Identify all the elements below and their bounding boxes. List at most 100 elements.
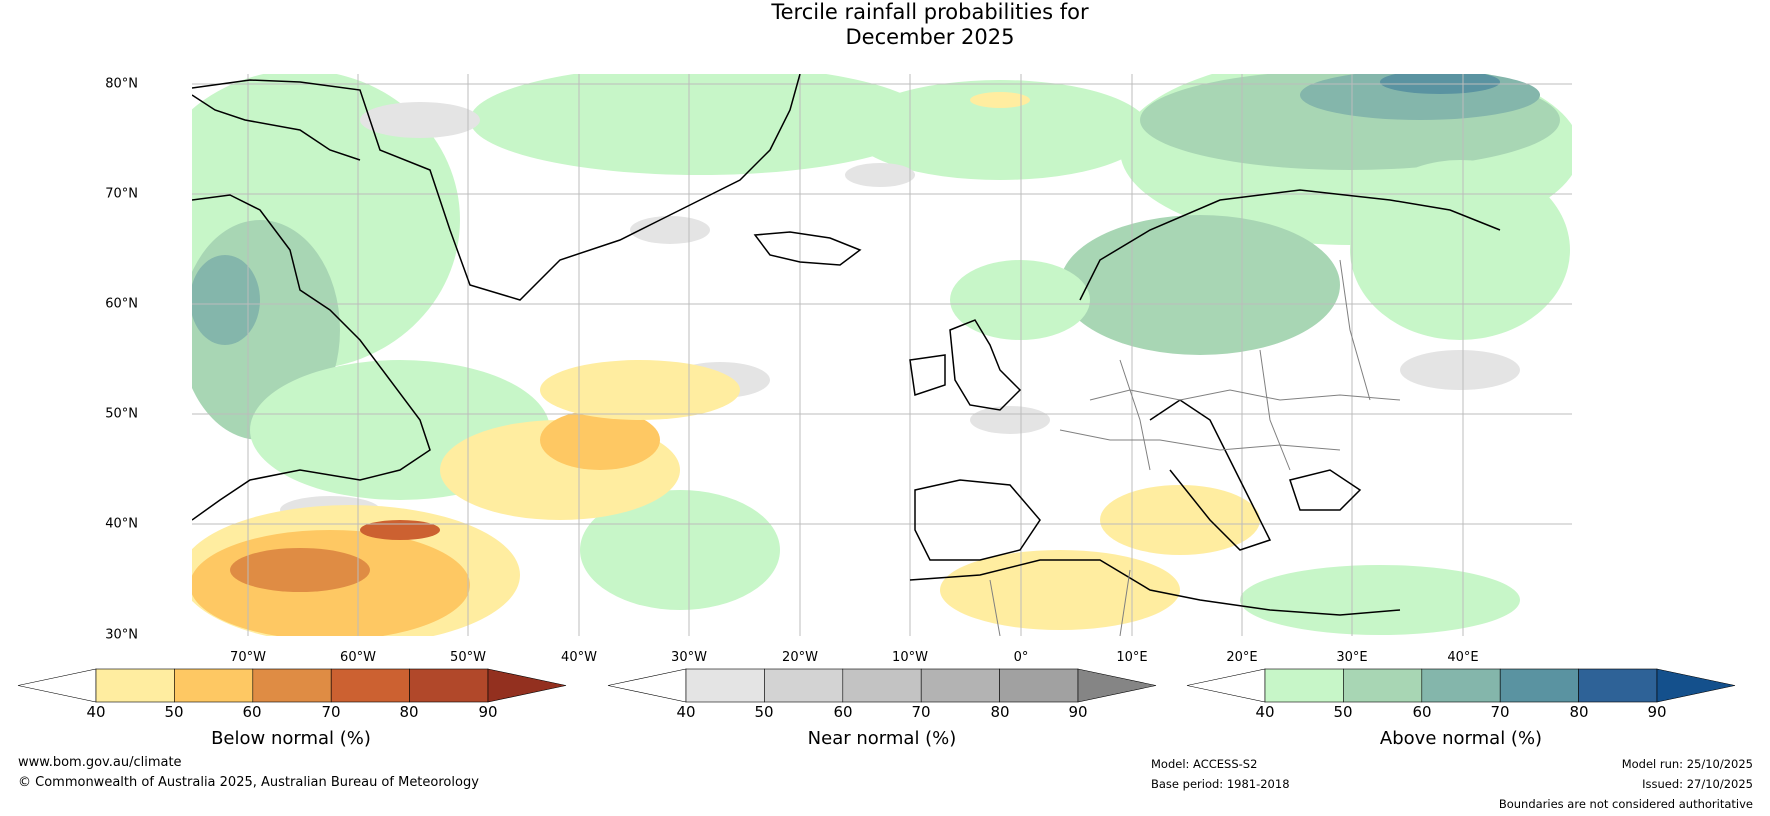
lon-label-60w: 60°W [340, 650, 376, 665]
coast-italy [1149, 399, 1272, 551]
near-tick-40: 40 [676, 703, 696, 721]
above-tick-50: 50 [1333, 703, 1353, 721]
coast-norway [1079, 189, 1501, 301]
region-nearnormal-3 [1400, 350, 1520, 390]
below-colorbar-segment [330, 668, 410, 703]
above-colorbar-segment [1578, 668, 1658, 703]
model-run-text: Model run: 25/10/2025 [1621, 757, 1753, 771]
region-midatlantic-below-2 [540, 410, 660, 470]
region-northafrica-below [940, 550, 1180, 630]
coast-iberia [914, 479, 1041, 561]
border-5 [1339, 259, 1371, 401]
near-tick-90: 90 [1068, 703, 1088, 721]
region-arctic-below [970, 92, 1030, 108]
above-colorbar-segment [1421, 668, 1501, 703]
border-6 [989, 579, 1001, 636]
coast-greenland [192, 74, 801, 301]
region-greenland-near [360, 102, 480, 138]
above-tick-70: 70 [1490, 703, 1510, 721]
above-colorbar-max-extension [1656, 668, 1736, 703]
below-tick-60: 60 [242, 703, 262, 721]
lon-label-20w: 20°W [782, 650, 818, 665]
near-colorbar-segment [764, 668, 844, 703]
country-borders [989, 259, 1401, 636]
coast-north-africa [909, 559, 1401, 616]
above-colorbar-segment [1499, 668, 1579, 703]
above-normal-regions [192, 74, 1572, 635]
above-normal-label: Above normal (%) [1379, 728, 1543, 749]
map-frame [192, 74, 1572, 636]
coast-greece [1289, 469, 1362, 511]
border-7 [1119, 569, 1131, 636]
coast-great-britain [949, 319, 1022, 411]
border-3 [1119, 359, 1151, 471]
near-tick-60: 60 [833, 703, 853, 721]
lon-label-70w: 70°W [230, 650, 266, 665]
region-north-sea-above [950, 260, 1090, 340]
lon-label-50w: 50°W [450, 650, 486, 665]
near-colorbar-segment [920, 668, 1000, 703]
region-russia-above [1350, 160, 1570, 340]
coast-baffin [192, 94, 361, 161]
region-midatlantic-below-3 [540, 360, 740, 420]
coastlines [192, 74, 1501, 616]
copyright-text: © Commonwealth of Australia 2025, Austra… [18, 775, 479, 790]
region-barents-above-4 [1380, 74, 1500, 94]
near-colorbar-min-extension [607, 668, 687, 703]
below-colorbar-max-extension [487, 668, 567, 703]
map-title: Tercile rainfall probabilities for Decem… [0, 0, 1770, 50]
model-text: Model: ACCESS-S2 [1151, 757, 1258, 771]
lon-label-40w: 40°W [561, 650, 597, 665]
coast-iceland [753, 231, 862, 266]
border-2 [1059, 429, 1341, 451]
disclaimer-text: Boundaries are not considered authoritat… [1498, 797, 1753, 811]
below-normal-regions [192, 92, 1260, 636]
colorbars [17, 668, 1736, 703]
region-norwegian-sea-above [850, 80, 1150, 180]
below-tick-50: 50 [164, 703, 184, 721]
border-4 [1259, 349, 1291, 471]
region-levant-above [1240, 565, 1520, 635]
near-tick-80: 80 [990, 703, 1010, 721]
lon-label-10e: 10°E [1116, 650, 1148, 665]
below-colorbar-segment [252, 668, 332, 703]
near-tick-50: 50 [754, 703, 774, 721]
issued-text: Issued: 27/10/2025 [1642, 777, 1753, 791]
below-colorbar-segment [174, 668, 254, 703]
below-tick-70: 70 [321, 703, 341, 721]
region-nearnormal-4 [970, 406, 1050, 434]
region-subtropical-atlantic-below-4 [360, 520, 440, 540]
near-colorbar-segment [842, 668, 922, 703]
above-tick-90: 90 [1647, 703, 1667, 721]
region-italy-below [1100, 485, 1260, 555]
region-labrador-above-3 [192, 255, 260, 345]
region-greenland-sea-above [470, 74, 930, 175]
above-tick-80: 80 [1569, 703, 1589, 721]
lon-label-10w: 10°W [892, 650, 928, 665]
near-colorbar-segment [999, 668, 1079, 703]
below-tick-90: 90 [478, 703, 498, 721]
lon-label-40e: 40°E [1447, 650, 1479, 665]
below-colorbar-segment [409, 668, 489, 703]
lon-label-30w: 30°W [671, 650, 707, 665]
near-normal-label: Near normal (%) [807, 728, 957, 749]
below-tick-40: 40 [86, 703, 106, 721]
coast-labrador [192, 194, 431, 521]
title-line-1: Tercile rainfall probabilities for [771, 0, 1089, 24]
region-nearnormal-5 [845, 163, 915, 187]
below-tick-80: 80 [399, 703, 419, 721]
above-colorbar-segment [1264, 668, 1344, 703]
website-link[interactable]: www.bom.gov.au/climate [18, 755, 182, 770]
below-colorbar-min-extension [17, 668, 97, 703]
near-colorbar-segment [685, 668, 765, 703]
above-tick-60: 60 [1412, 703, 1432, 721]
coast-ireland [909, 354, 946, 396]
below-normal-label: Below normal (%) [211, 728, 371, 749]
region-nearnormal-1 [630, 216, 710, 244]
below-colorbar-segment [95, 668, 175, 703]
region-scandinavia-above [1060, 215, 1340, 355]
above-colorbar-min-extension [1186, 668, 1266, 703]
region-atlantic-above [580, 490, 780, 610]
base-period-text: Base period: 1981-2018 [1151, 777, 1290, 791]
